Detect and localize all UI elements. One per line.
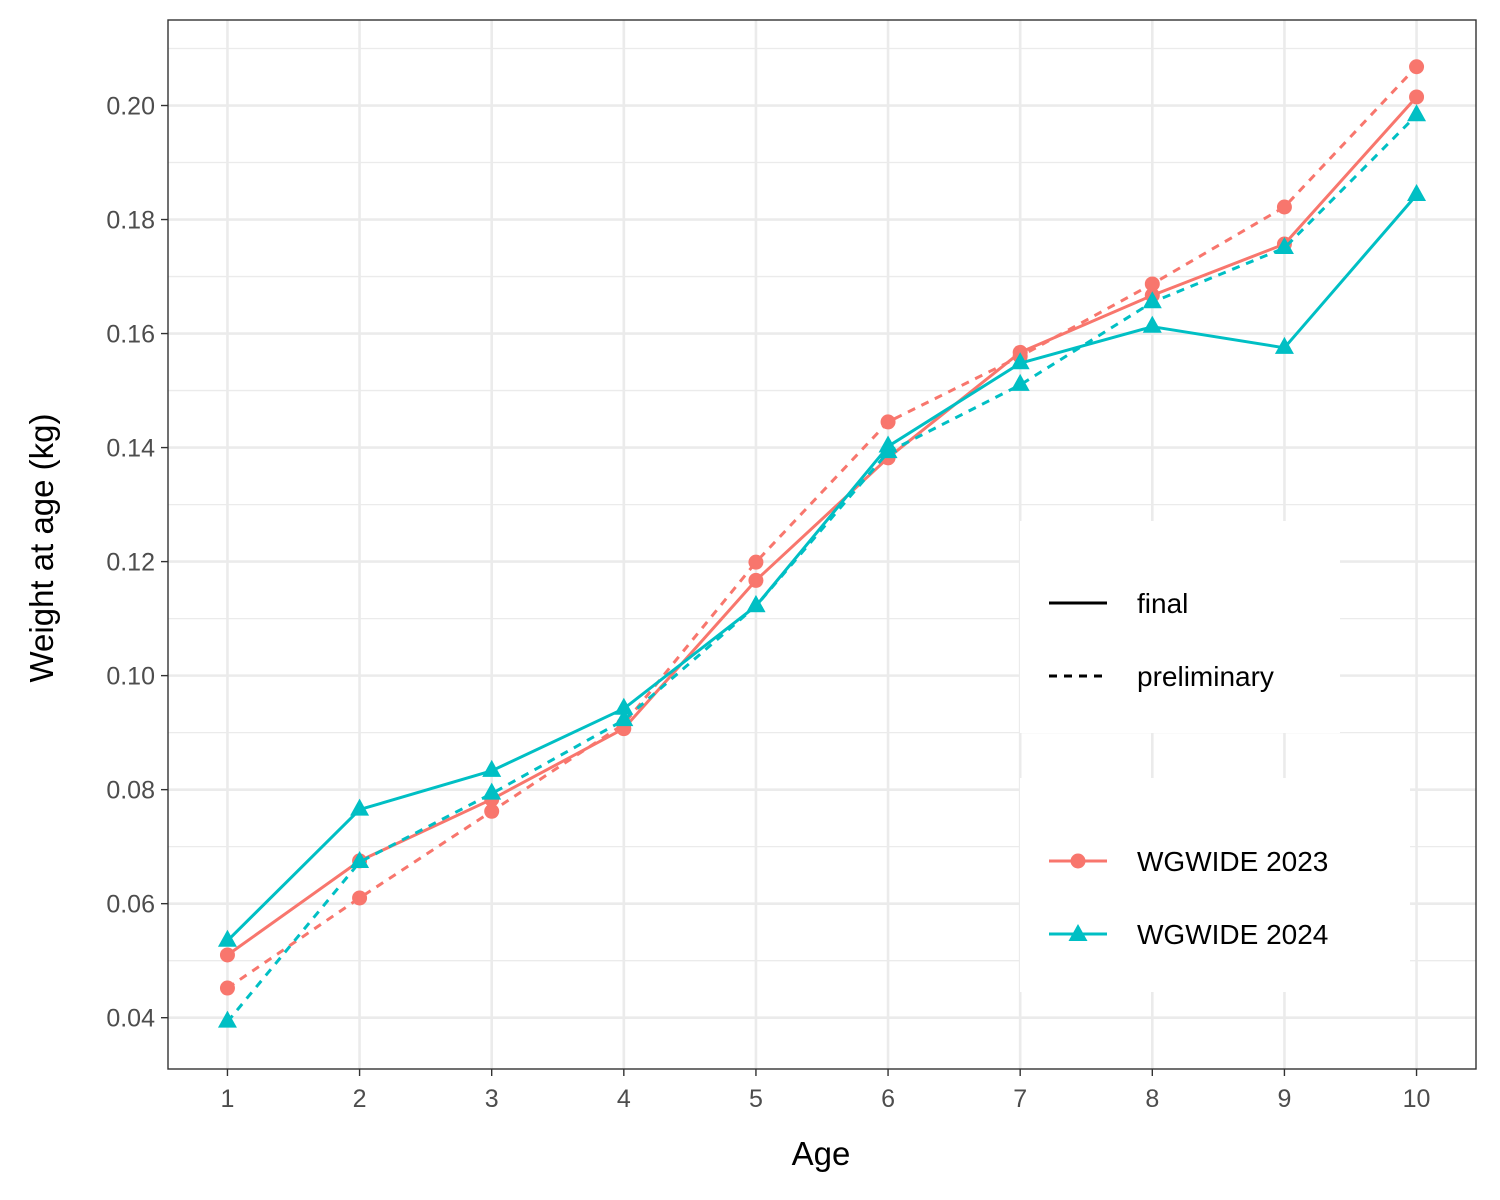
x-axis: 1 2 3 4 5 6 7 8 9 10 [221,1069,1431,1113]
y-tick-label: 0.18 [106,207,155,235]
x-tick-label: 4 [617,1085,631,1113]
data-point-triangle [746,595,766,613]
y-axis-title: Weight at age (kg) [23,413,60,682]
series-layer [217,59,1427,1028]
legend-final-label: final [1137,588,1188,619]
data-point-circle [352,890,368,906]
data-point-triangle [1274,336,1294,354]
legend-linetype: final preliminary [1020,521,1340,733]
data-point-triangle [1407,184,1427,202]
x-tick-label: 3 [485,1085,499,1113]
data-point-circle [1276,199,1292,215]
legend-wgwide-2024-marker [1068,924,1088,941]
data-point-triangle [614,697,634,715]
legend-wgwide-2023-marker [1070,853,1086,869]
panel-border [167,19,1477,1070]
y-tick-label: 0.12 [106,549,155,577]
minor-gridlines [168,47,1476,962]
data-point-triangle [482,759,502,777]
data-point-circle [1409,89,1425,105]
x-tick-label: 5 [749,1085,763,1113]
data-point-triangle [1142,291,1162,309]
data-point-circle [219,980,235,996]
legend-group-box [1020,778,1410,992]
x-tick-label: 8 [1145,1085,1159,1113]
x-tick-label: 9 [1277,1085,1291,1113]
data-point-circle [748,554,764,570]
legend-linetype-box [1020,521,1340,733]
x-tick-label: 7 [1013,1085,1027,1113]
data-point-circle [484,803,500,819]
data-point-circle [748,572,764,588]
data-point-triangle [878,441,898,459]
data-point-triangle [217,1010,237,1028]
series-line [226,194,1418,942]
x-tick-label: 6 [881,1085,895,1113]
legend-wgwide-2024-label: WGWIDE 2024 [1137,919,1328,950]
data-point-triangle [1274,237,1294,255]
data-point-triangle [350,851,370,869]
y-tick-label: 0.06 [106,891,155,919]
data-point-triangle [1142,315,1162,333]
data-point-triangle [1010,373,1030,391]
data-point-circle [219,947,235,963]
y-tick-label: 0.04 [106,1005,155,1033]
data-point-triangle [614,709,634,727]
data-point-triangle [350,798,370,816]
series-line [226,114,1418,1023]
y-tick-label: 0.20 [106,93,155,121]
x-tick-label: 2 [353,1085,367,1113]
x-tick-label: 10 [1403,1085,1431,1113]
series-line [226,95,1418,957]
data-point-circle [1144,276,1160,292]
series-wgwide-2023-preliminary [219,59,1425,996]
x-tick-label: 1 [221,1085,235,1113]
data-point-circle [880,414,896,430]
data-point-triangle [217,929,237,947]
series-wgwide-2024-preliminary [217,104,1427,1028]
legend-preliminary-label: preliminary [1137,661,1274,692]
y-tick-label: 0.08 [106,777,155,805]
x-axis-title: Age [792,1135,851,1172]
legend-wgwide-2023-label: WGWIDE 2023 [1137,846,1328,877]
y-tick-label: 0.16 [106,321,155,349]
y-tick-label: 0.10 [106,663,155,691]
data-point-circle [1409,59,1425,75]
series-line [226,65,1418,990]
data-point-triangle [482,782,502,800]
data-point-triangle [1407,104,1427,122]
y-tick-label: 0.14 [106,435,155,463]
data-point-triangle [1010,352,1030,370]
legend-group: WGWIDE 2023 WGWIDE 2024 [1020,778,1410,992]
y-axis: 0.04 0.06 0.08 0.10 0.12 0.14 0.16 0.18 0.20 [106,93,168,1033]
